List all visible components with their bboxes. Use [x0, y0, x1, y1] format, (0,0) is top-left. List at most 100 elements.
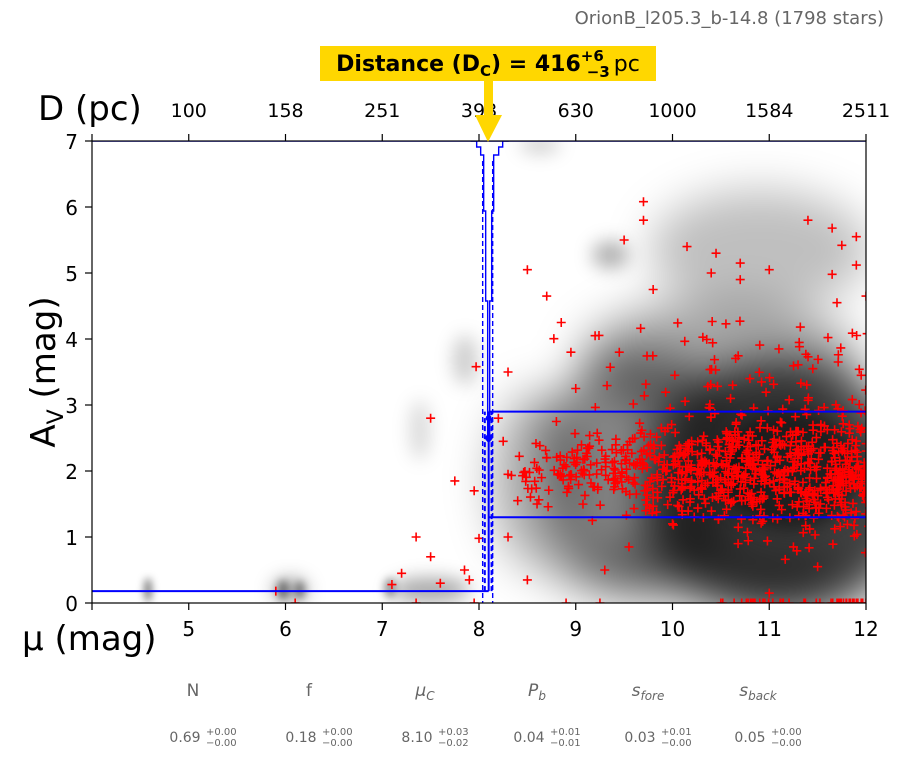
star-marker: [835, 598, 845, 603]
star-marker: [665, 492, 675, 502]
star-marker: [583, 443, 593, 453]
star-marker: [735, 275, 745, 285]
star-marker: [663, 500, 673, 510]
star-marker: [721, 427, 731, 437]
star-marker: [821, 478, 831, 488]
star-marker: [693, 437, 703, 447]
star-marker: [728, 380, 738, 390]
star-marker: [743, 598, 753, 603]
star-marker: [854, 399, 864, 409]
param-name-sub: back: [748, 689, 778, 703]
field-info: OrionB_l205.3_b-14.8 (1798 stars): [575, 8, 884, 29]
star-marker: [711, 248, 721, 258]
param-err-minus: −0.00: [771, 738, 802, 749]
param-value: 0.04: [513, 730, 544, 746]
star-marker: [851, 260, 861, 270]
star-marker: [835, 522, 845, 532]
star-marker: [782, 481, 792, 491]
star-marker: [837, 411, 847, 421]
star-marker: [573, 445, 583, 455]
star-marker: [799, 445, 809, 455]
param-name-sub: fore: [640, 689, 664, 703]
star-marker: [624, 542, 634, 552]
star-marker: [666, 473, 676, 483]
star-marker: [694, 464, 704, 474]
star-marker: [823, 333, 833, 343]
star-marker: [813, 354, 823, 364]
star-marker: [576, 466, 586, 476]
star-marker: [714, 437, 724, 447]
star-marker: [556, 318, 566, 327]
star-marker: [740, 472, 750, 482]
star-marker: [549, 334, 559, 344]
star-marker: [826, 598, 836, 603]
star-marker: [754, 367, 764, 377]
star-marker: [846, 508, 856, 518]
star-marker: [697, 476, 707, 486]
star-marker: [840, 467, 850, 477]
y-tick-label: 2: [65, 460, 78, 484]
star-marker: [708, 338, 718, 348]
star-marker: [567, 447, 577, 457]
star-marker: [637, 425, 647, 435]
star-marker: [772, 514, 782, 524]
star-marker: [758, 598, 768, 603]
star-marker: [639, 391, 649, 401]
star-marker: [584, 470, 594, 480]
param-err-plus: +0.00: [322, 727, 353, 738]
star-marker: [605, 362, 615, 372]
star-marker: [724, 439, 734, 449]
star-marker: [595, 598, 605, 603]
star-marker: [586, 460, 596, 470]
param-err-plus: +0.01: [550, 727, 581, 738]
star-marker: [836, 479, 846, 489]
star-marker: [779, 475, 789, 485]
star-marker: [764, 265, 774, 275]
star-marker: [683, 506, 693, 516]
star-marker: [772, 426, 782, 436]
star-marker: [514, 451, 524, 461]
star-marker: [741, 447, 751, 457]
star-marker: [662, 460, 672, 470]
param-name-main: s: [632, 681, 641, 701]
star-marker: [795, 322, 805, 332]
star-marker: [765, 461, 775, 471]
star-marker: [819, 403, 829, 413]
star-marker: [627, 448, 637, 458]
star-marker: [721, 319, 731, 329]
star-marker: [682, 467, 692, 477]
star-marker: [638, 215, 648, 225]
star-marker: [749, 598, 759, 603]
star-marker: [755, 598, 765, 603]
star-marker: [471, 362, 481, 372]
star-marker: [602, 381, 612, 391]
top-tick-label: 251: [364, 100, 400, 122]
star-marker: [464, 575, 474, 585]
star-marker: [709, 467, 719, 477]
star-marker: [624, 475, 634, 485]
star-marker: [866, 447, 875, 456]
star-marker: [506, 470, 516, 480]
star-marker: [778, 439, 788, 449]
star-marker: [801, 521, 811, 531]
star-marker: [782, 452, 792, 462]
star-marker: [621, 510, 631, 520]
star-marker: [498, 436, 508, 446]
star-marker: [852, 452, 862, 462]
star-marker: [777, 418, 787, 428]
star-marker: [426, 413, 436, 423]
param-err-minus: −0.00: [206, 738, 237, 749]
star-marker: [852, 331, 862, 341]
star-marker: [826, 470, 836, 480]
star-marker: [756, 504, 766, 514]
x-tick-label: 8: [473, 617, 486, 641]
star-marker: [761, 387, 771, 397]
star-marker: [827, 223, 837, 233]
star-marker: [747, 488, 757, 498]
star-marker: [755, 423, 765, 433]
star-marker: [755, 495, 765, 505]
x-tick-label: 11: [757, 617, 782, 641]
svg-text:AV (mag): AV (mag): [24, 296, 69, 447]
distance-annotation: Distance (DC) = 416+6 −3 pc: [320, 46, 656, 142]
star-marker: [865, 482, 866, 485]
